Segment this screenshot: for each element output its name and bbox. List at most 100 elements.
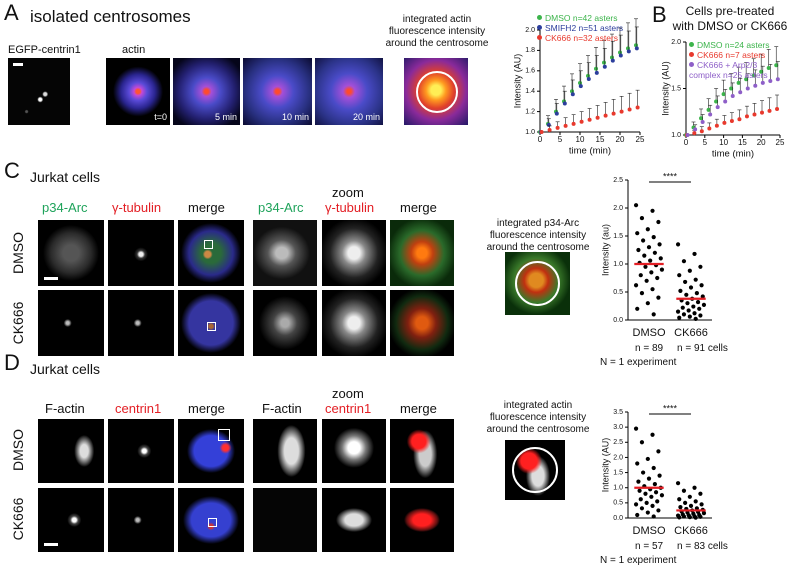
y-tick-label: 2.5	[613, 177, 623, 184]
channel-label: actin	[122, 44, 146, 56]
data-point	[687, 514, 692, 520]
micrograph	[108, 290, 174, 356]
data-point	[737, 117, 742, 122]
zoom-box	[208, 518, 217, 527]
panel-letter: C	[4, 158, 20, 183]
legend-swatch	[689, 42, 694, 47]
micrograph	[38, 488, 104, 552]
data-point	[687, 268, 692, 273]
x-axis-label: time (min)	[569, 146, 611, 157]
micrograph	[322, 419, 386, 483]
data-point	[692, 311, 697, 316]
data-point	[635, 512, 640, 518]
caption-line: integrated p34-Arc	[496, 218, 580, 229]
legend-swatch	[537, 35, 542, 40]
scale-bar	[44, 543, 58, 546]
caption: integrated p34-Arc fluorescence intensit…	[483, 218, 593, 254]
panel-letter: A	[4, 0, 19, 25]
data-point	[602, 64, 607, 69]
data-point	[729, 119, 734, 124]
zoom-box	[207, 322, 216, 331]
data-point	[745, 86, 750, 91]
channel-label: centrin1	[115, 401, 162, 416]
legend-item: DMSO n=24 asters	[689, 40, 787, 50]
data-point	[594, 70, 599, 75]
data-point	[578, 84, 583, 89]
data-point	[611, 111, 616, 116]
data-point	[714, 99, 719, 104]
data-point	[738, 90, 743, 95]
data-point	[693, 515, 698, 520]
data-point	[657, 242, 662, 247]
caption-line: fluorescence intensity	[489, 412, 587, 423]
data-point	[655, 499, 660, 504]
data-point	[677, 315, 682, 320]
data-point	[627, 107, 632, 112]
count-label: n = 91 cells	[677, 343, 728, 354]
data-point	[626, 49, 631, 54]
data-point	[766, 66, 771, 71]
time-label: t=0	[154, 112, 167, 122]
y-tick-label: 1.2	[525, 108, 535, 115]
data-point	[539, 130, 544, 134]
caption-line: around the centrosome	[486, 424, 590, 435]
time-label: 10 min	[281, 112, 309, 122]
data-point	[653, 490, 659, 495]
data-point	[677, 273, 682, 278]
channel-label: EGFP-centrin1	[8, 44, 81, 56]
x-tick-label: 5	[558, 135, 563, 144]
micrograph	[390, 488, 454, 552]
data-point	[683, 500, 688, 505]
micrograph	[178, 220, 244, 286]
data-point	[675, 309, 681, 314]
data-point	[692, 131, 697, 136]
panel-title: Jurkat cells	[30, 169, 101, 185]
micrograph	[322, 220, 386, 286]
data-point	[715, 105, 720, 110]
micrograph	[178, 488, 244, 552]
caption: integrated actin fluorescence intensity …	[483, 400, 593, 436]
data-point	[642, 253, 647, 258]
y-axis-label: Intensity (au)	[600, 224, 610, 276]
data-point	[708, 112, 713, 117]
data-point	[697, 306, 702, 311]
data-point	[729, 86, 734, 91]
y-tick-label: 1.8	[525, 47, 535, 54]
x-tick-label: 10	[576, 135, 585, 144]
scale-bar	[13, 63, 23, 66]
legend-item: CK666 + Arp2/3 complex n=25 asters	[689, 60, 787, 80]
data-point	[701, 511, 707, 516]
panel-letter: B	[652, 2, 667, 27]
micrograph	[38, 220, 104, 286]
panel-title: Jurkat cells	[30, 361, 101, 377]
note: N = 1 experiment	[600, 357, 677, 368]
data-point	[659, 267, 665, 272]
data-point	[648, 258, 653, 263]
micrograph: 5 min	[173, 58, 240, 125]
data-point	[645, 456, 650, 462]
data-point	[680, 305, 685, 310]
data-point	[635, 461, 640, 466]
data-point	[698, 514, 703, 519]
zoom-label: zoom	[332, 386, 364, 401]
data-point	[678, 504, 683, 510]
y-tick-label: 3.0	[613, 424, 623, 431]
data-point	[768, 79, 773, 84]
data-point	[651, 514, 656, 519]
data-point	[706, 107, 711, 112]
micrograph	[390, 419, 454, 483]
data-point	[692, 485, 697, 490]
significance-label: ****	[663, 403, 678, 413]
data-point	[639, 440, 645, 445]
data-point	[644, 278, 649, 283]
data-point	[546, 122, 551, 127]
legend-item: SMIFH2 n=51 asters	[537, 23, 647, 33]
data-point	[744, 77, 749, 82]
data-point	[635, 306, 640, 311]
data-point	[570, 92, 575, 97]
data-point	[562, 101, 567, 106]
data-point	[645, 510, 650, 515]
legend-item: CK666 n=32 asters	[537, 33, 647, 43]
